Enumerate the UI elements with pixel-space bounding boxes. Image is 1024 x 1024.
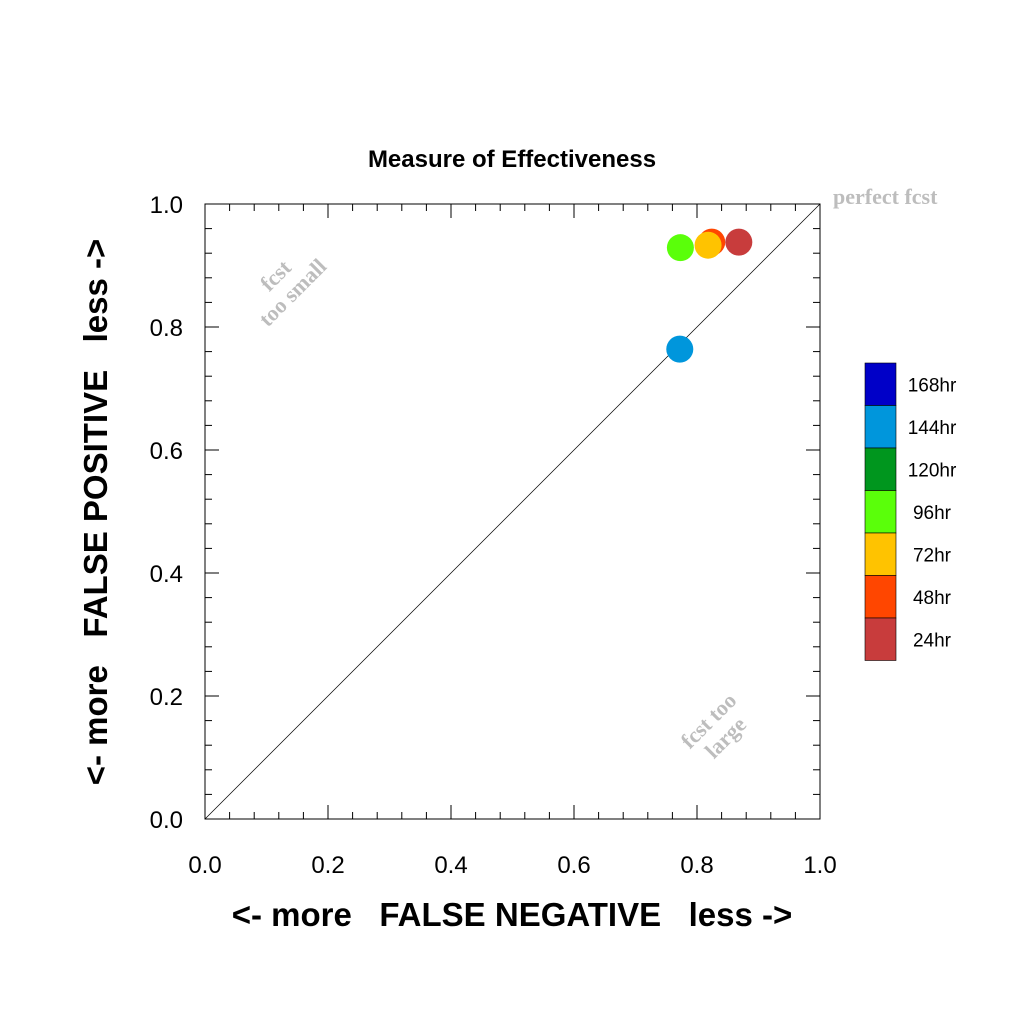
data-point-144hr — [666, 335, 694, 363]
fcst-too-large-annotation: fcst too large — [676, 688, 752, 763]
chart-title: Measure of Effectiveness — [368, 146, 656, 173]
reference-diagonal-line — [204, 203, 821, 820]
data-point-96hr — [666, 234, 694, 262]
legend-label-24hr: 24hr — [913, 630, 952, 651]
y-axis-label: <- more FALSE POSITIVE less -> — [77, 239, 114, 786]
fcst-too-small-line2: too small — [254, 254, 332, 332]
x-tick-label: 1.0 — [803, 852, 836, 879]
legend-label-72hr: 72hr — [913, 545, 952, 566]
plot-frame — [204, 203, 821, 820]
legend-label-48hr: 48hr — [913, 588, 952, 609]
x-tick-label: 0.8 — [680, 852, 713, 879]
legend-label-120hr: 120hr — [908, 460, 957, 481]
y-tick-label: 1.0 — [150, 192, 183, 219]
y-tick-label: 0.6 — [150, 438, 183, 465]
y-tick-label: 0.8 — [150, 315, 183, 342]
legend-swatch-48hr — [864, 575, 897, 619]
legend-label-96hr: 96hr — [913, 503, 952, 524]
y-tick-label: 0.4 — [150, 561, 183, 588]
plot-area: 0.0 0.2 0.4 0.6 0.8 1.0 0.0 0.2 0.4 0.6 0.8 1.0 — [150, 192, 837, 879]
x-axis-label: <- more FALSE NEGATIVE less -> — [232, 896, 793, 933]
legend-swatch-72hr — [864, 532, 897, 576]
legend-swatch-168hr — [864, 362, 897, 406]
legend-swatch-144hr — [864, 405, 897, 449]
legend-swatch-96hr — [864, 490, 897, 534]
y-tick-label: 0.2 — [150, 684, 183, 711]
x-tick-label: 0.0 — [188, 852, 221, 879]
x-tick-label: 0.2 — [311, 852, 344, 879]
legend: 168hr 144hr 120hr 96hr 72hr 48hr 24hr — [864, 362, 957, 661]
legend-label-168hr: 168hr — [908, 375, 957, 396]
perfect-fcst-annotation: perfect fcst — [833, 184, 938, 209]
legend-swatch-24hr — [864, 617, 897, 661]
x-tick-label: 0.4 — [434, 852, 467, 879]
data-point-24hr — [725, 228, 753, 256]
data-point-72hr — [694, 231, 722, 259]
y-tick-label: 0.0 — [150, 807, 183, 834]
legend-swatch-120hr — [864, 447, 897, 491]
legend-label-144hr: 144hr — [908, 418, 957, 439]
fcst-too-small-annotation: fcst too small — [254, 254, 332, 332]
x-tick-label: 0.6 — [557, 852, 590, 879]
